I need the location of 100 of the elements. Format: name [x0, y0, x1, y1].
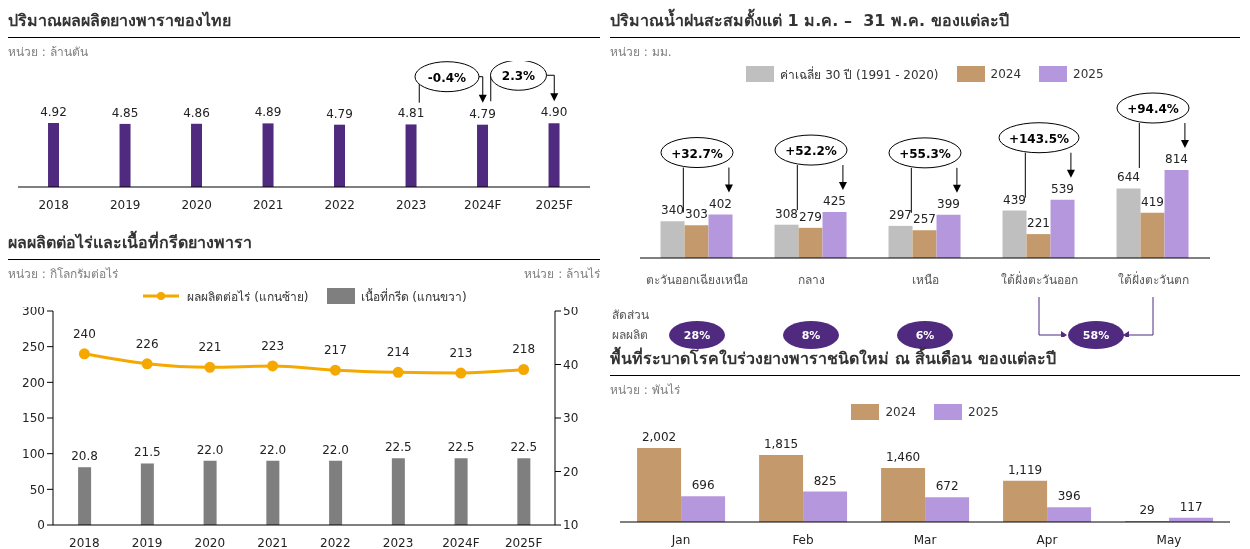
data-label: 399 — [937, 196, 960, 211]
y2-tick-label: 20 — [563, 464, 579, 479]
data-label: 226 — [135, 336, 159, 351]
data-label: 2,002 — [641, 430, 677, 444]
legend-label: ค่าเฉลี่ย 30 ปี (1991 - 2020) — [780, 65, 939, 84]
x-tick-label: 2025F — [504, 536, 543, 549]
data-label: 814 — [1165, 152, 1188, 166]
legend-label: 2024 — [990, 67, 1022, 81]
data-label: 214 — [386, 345, 410, 360]
y-tick-label: 100 — [22, 446, 45, 461]
x-tick-label: 2018 — [69, 536, 100, 549]
legend-label: 2025 — [968, 405, 999, 419]
x-tick-label: 2025F — [535, 198, 574, 212]
x-tick-label: Feb — [792, 533, 814, 547]
text: 8% — [783, 321, 839, 349]
y2-axis-title: หน่วย : ล้านไร่ — [524, 266, 600, 283]
data-label: 4.89 — [254, 105, 282, 120]
y2-tick-label: 50 — [563, 304, 579, 319]
data-label: 4.79 — [469, 106, 496, 121]
text: 58% — [1068, 321, 1124, 349]
x-tick-label: 2020 — [194, 536, 226, 549]
y-tick-label: 200 — [22, 375, 45, 390]
data-label: 21.5 — [133, 445, 161, 460]
data-label: 29 — [1139, 502, 1155, 517]
data-label: 221 — [1027, 216, 1050, 231]
data-label: 257 — [913, 212, 936, 227]
legend-label: เนื้อที่กรีด (แกนขวา) — [360, 287, 467, 306]
text: -0.4% — [427, 70, 467, 85]
text: 28% — [669, 321, 725, 349]
x-tick-label: 2021 — [257, 536, 288, 549]
x-tick-label: 2022 — [324, 198, 356, 212]
data-label: 22.5 — [384, 440, 412, 455]
data-label: 22.0 — [259, 442, 287, 457]
text: +32.7% — [671, 146, 723, 161]
x-tick-label: May — [1156, 533, 1182, 547]
y2-tick-label: 40 — [563, 357, 579, 372]
data-label: 644 — [1117, 170, 1140, 185]
chart-subtitle: หน่วย : ล้านตัน — [8, 44, 89, 61]
x-tick-label: 2020 — [181, 198, 213, 212]
x-tick-label: 2019 — [109, 198, 141, 212]
legend-label: ผลผลิตต่อไร่ (แกนซ้าย) — [187, 288, 309, 306]
data-label: 22.0 — [322, 442, 349, 457]
text: +143.5% — [1008, 131, 1070, 146]
x-tick-label: ตะวันออกเฉียงเหนือ — [645, 272, 749, 289]
data-label: 1,460 — [885, 450, 921, 465]
data-label: 1,119 — [1007, 462, 1043, 477]
data-label: 217 — [323, 343, 347, 358]
data-label: 402 — [709, 196, 732, 211]
y-tick-label: 0 — [37, 518, 45, 533]
data-label: 425 — [823, 194, 846, 209]
x-tick-label: กลาง — [796, 272, 826, 289]
y-tick-label: 150 — [22, 411, 45, 426]
chart-subtitle: หน่วย : มม. — [610, 44, 673, 61]
x-tick-label: Jan — [670, 533, 691, 547]
text: +52.2% — [785, 144, 837, 159]
y2-tick-label: 10 — [563, 518, 579, 533]
data-label: 4.92 — [40, 105, 67, 119]
text: 2.3% — [501, 69, 536, 84]
data-label: 218 — [512, 342, 536, 357]
data-label: 303 — [685, 207, 708, 222]
data-label: 117 — [1179, 499, 1203, 514]
y2-tick-label: 30 — [563, 411, 579, 426]
chart-subtitle: หน่วย : พันไร่ — [610, 382, 681, 399]
y-tick-label: 250 — [22, 339, 45, 354]
data-label: 825 — [813, 473, 837, 488]
data-label: 419 — [1141, 194, 1164, 209]
x-tick-label: ใต้ฝั่งตะวันตก — [1116, 270, 1190, 289]
text: +94.4% — [1127, 102, 1179, 116]
data-label: 240 — [72, 326, 96, 341]
data-label: 279 — [799, 209, 822, 224]
data-label: 221 — [198, 340, 222, 355]
x-tick-label: 2024F — [442, 536, 480, 549]
data-label: 696 — [691, 478, 715, 493]
chart-title: ปริมาณน้ำฝนสะสมตั้งแต่ 1 ม.ค. – 31 พ.ค. ของแต่ละปี — [610, 8, 1240, 38]
chart-title: ผลผลิตต่อไร่และเนื้อที่กรีดยางพารา — [8, 230, 600, 260]
y-tick-label: 50 — [29, 482, 45, 497]
text: +55.3% — [899, 146, 951, 161]
chart-title: ปริมาณผลผลิตยางพาราของไทย — [8, 8, 600, 38]
data-label: 223 — [261, 338, 285, 353]
x-tick-label: 2024F — [464, 198, 502, 212]
data-label: 4.90 — [540, 105, 568, 120]
x-tick-label: 2018 — [38, 198, 70, 212]
data-label: 22.5 — [510, 440, 538, 455]
data-label: 340 — [661, 203, 684, 218]
data-label: 22.0 — [196, 442, 224, 457]
data-label: 4.85 — [111, 105, 139, 120]
data-label: 439 — [1003, 192, 1026, 207]
data-label: 213 — [449, 346, 473, 361]
data-label: 396 — [1057, 489, 1081, 504]
data-label: 1,815 — [763, 436, 799, 451]
x-tick-label: 2022 — [320, 536, 351, 549]
legend-label: 2024 — [885, 405, 916, 419]
legend-label: 2025 — [1073, 67, 1104, 81]
y-tick-label: 300 — [22, 304, 45, 319]
data-label: 4.79 — [326, 106, 353, 121]
text: สัดส่วนผลผลิต — [612, 307, 650, 344]
data-label: 22.5 — [447, 440, 475, 455]
x-tick-label: 2021 — [252, 198, 284, 212]
x-tick-label: Apr — [1036, 533, 1058, 547]
x-tick-label: เหนือ — [910, 272, 940, 289]
